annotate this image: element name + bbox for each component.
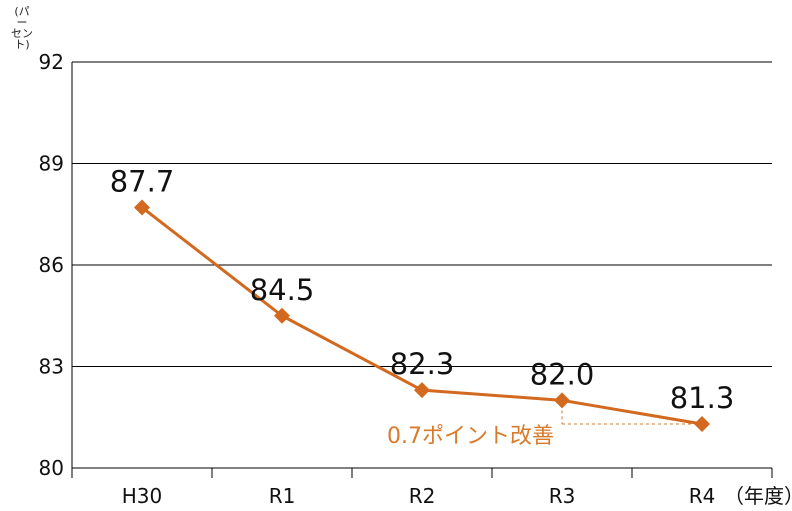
data-point-marker xyxy=(554,392,570,409)
x-tick-label: H30 xyxy=(122,484,163,508)
x-tick-label: R2 xyxy=(409,484,436,508)
data-point-marker xyxy=(414,382,430,399)
data-point-marker xyxy=(274,307,290,324)
y-axis-unit-label: (パー セント) xyxy=(10,6,34,50)
x-axis-unit-label: （年度） xyxy=(724,484,792,508)
x-tick-label: R4 xyxy=(689,484,716,508)
y-tick-label: 86 xyxy=(39,253,64,277)
y-axis-unit-label-top: (パー xyxy=(14,5,30,29)
data-point-marker xyxy=(694,416,710,433)
y-tick-label: 89 xyxy=(39,152,64,176)
x-tick-label: R1 xyxy=(269,484,296,508)
data-label: 82.3 xyxy=(390,347,455,381)
y-axis-unit-label-bottom: セント) xyxy=(11,27,33,51)
x-tick-label: R3 xyxy=(549,484,576,508)
data-label: 82.0 xyxy=(530,357,595,391)
data-point-marker xyxy=(134,199,150,216)
data-label: 84.5 xyxy=(250,273,315,307)
y-tick-label: 83 xyxy=(39,355,64,379)
y-tick-label: 80 xyxy=(39,456,64,480)
data-label: 81.3 xyxy=(670,381,735,415)
annotation-label: 0.7ポイント改善 xyxy=(387,424,554,449)
y-tick-label: 92 xyxy=(39,50,64,74)
data-label: 87.7 xyxy=(110,164,175,198)
